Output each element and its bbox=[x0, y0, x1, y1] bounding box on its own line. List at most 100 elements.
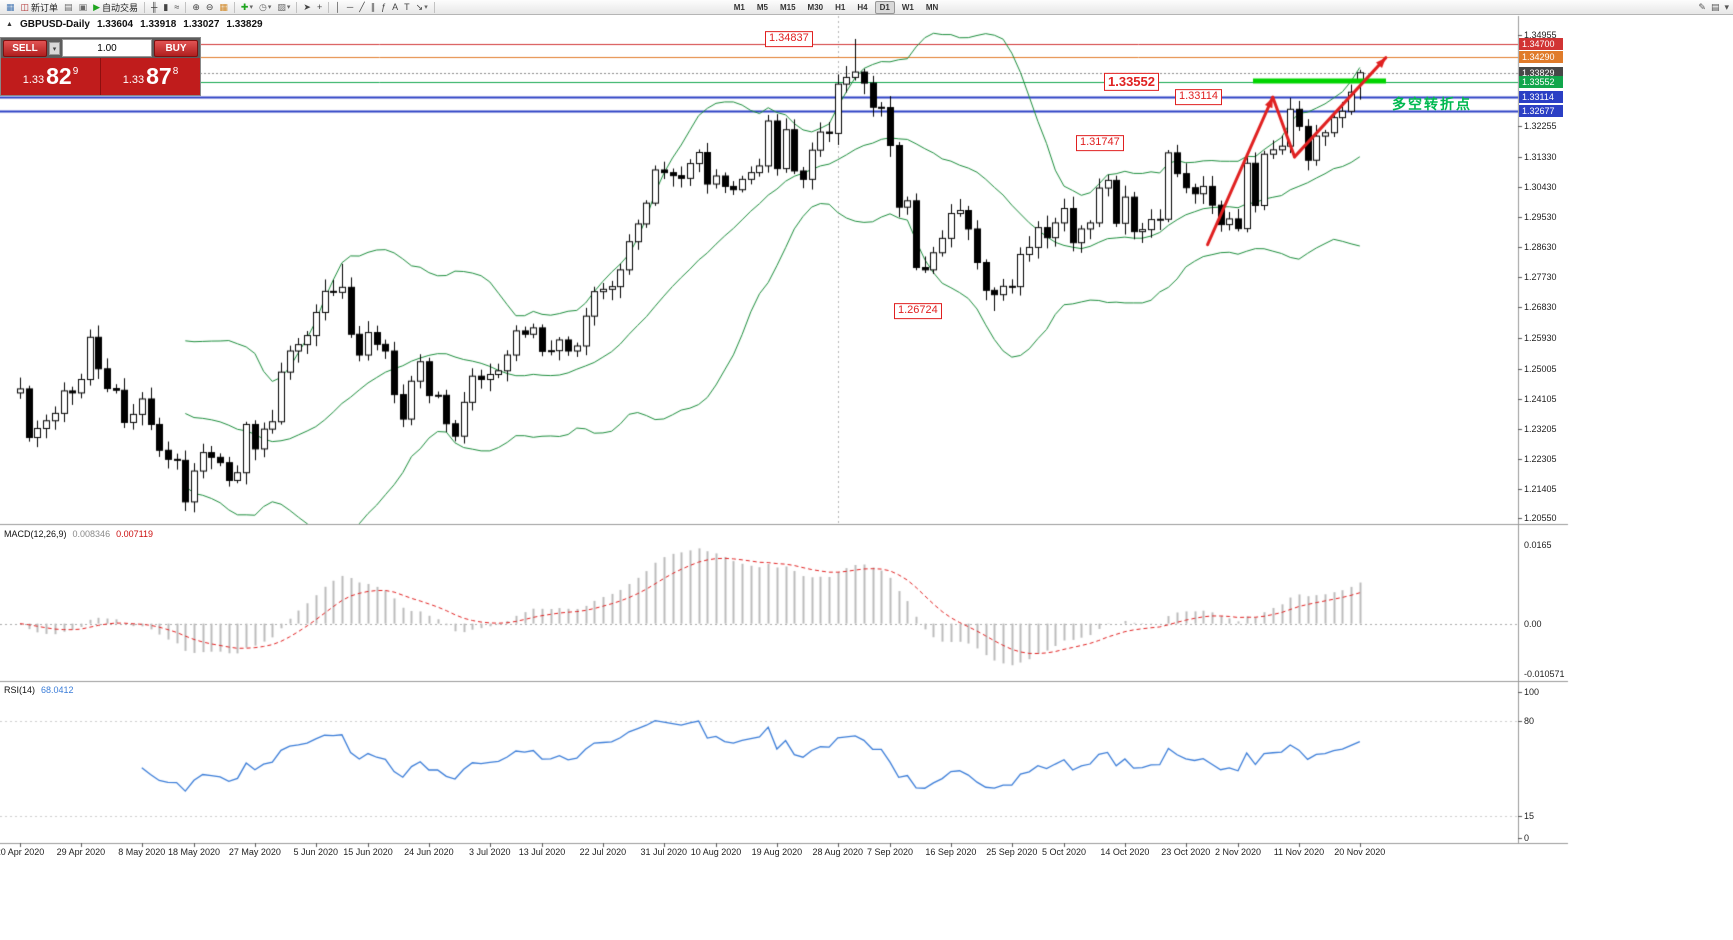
price-callout[interactable]: 1.33552 bbox=[1104, 72, 1159, 92]
new-chart-button[interactable]: ▦ bbox=[4, 1, 17, 14]
sell-button[interactable]: SELL bbox=[3, 39, 47, 57]
periods-button-dropdown[interactable]: ▾ bbox=[267, 4, 272, 11]
ohlc-open: 1.33604 bbox=[96, 19, 134, 30]
templates-button-dropdown[interactable]: ▾ bbox=[286, 4, 291, 11]
volume-input[interactable] bbox=[62, 39, 152, 57]
price-axis[interactable]: 1.34955 1.32255 1.31330 1.30430 1.29530 1.286… bbox=[1518, 0, 1578, 940]
price-axis-label: 1.21405 bbox=[1524, 484, 1557, 495]
toolbar-separator bbox=[328, 1, 330, 13]
timeframe-h1-button[interactable]: H1 bbox=[835, 2, 846, 12]
arrows-button-dropdown[interactable]: ▾ bbox=[424, 4, 428, 11]
price-axis-label: 1.32255 bbox=[1524, 120, 1557, 131]
text-button[interactable]: A bbox=[390, 1, 400, 14]
text-label-button[interactable]: T bbox=[402, 1, 412, 14]
date-axis-label: 2 Nov 2020 bbox=[1214, 847, 1262, 857]
macd-value: 0.008346 bbox=[72, 529, 111, 539]
timeframe-m15-button[interactable]: M15 bbox=[779, 2, 796, 12]
bar-chart-button[interactable]: ╫ bbox=[149, 1, 159, 14]
zoom-out-button[interactable]: ⊖ bbox=[204, 1, 216, 14]
price-axis-label: 1.24105 bbox=[1524, 393, 1557, 404]
arrows-button[interactable]: ↘ ▾ bbox=[414, 1, 430, 14]
new-order-button-label: 新订单 bbox=[31, 2, 59, 13]
sell-price-panel[interactable]: 1.33 82 9 bbox=[1, 58, 101, 95]
zoom-in-button[interactable]: ⊕ bbox=[190, 1, 202, 14]
price-axis-tag: 1.34700 bbox=[1519, 37, 1563, 50]
trendline-button[interactable]: ╱ bbox=[357, 1, 366, 14]
buy-price-panel[interactable]: 1.33 87 8 bbox=[101, 58, 200, 95]
volume-dropdown[interactable]: ▾ bbox=[49, 41, 60, 55]
timeframe-m30-button[interactable]: M30 bbox=[807, 2, 824, 12]
trade-panel-prices: 1.33 82 9 1.33 87 8 bbox=[1, 58, 200, 95]
more-icon[interactable]: ▾ bbox=[1724, 2, 1729, 12]
fibonacci-button[interactable]: ƒ bbox=[379, 1, 388, 14]
price-axis-label: 1.26830 bbox=[1524, 302, 1557, 313]
trade-panel-toggle-icon[interactable]: ▲ bbox=[6, 21, 13, 28]
periods-button[interactable]: ◷ ▾ bbox=[257, 1, 273, 14]
toolbar-spacer bbox=[438, 7, 728, 8]
price-axis-label: 1.23205 bbox=[1524, 423, 1557, 434]
fibonacci-icon: ƒ bbox=[381, 1, 387, 12]
profiles-button[interactable]: ▤ bbox=[62, 1, 75, 14]
sell-price-prefix: 1.33 bbox=[22, 74, 45, 86]
timeframe-mn-button[interactable]: MN bbox=[925, 2, 939, 12]
date-axis-label: 10 Aug 2020 bbox=[690, 847, 742, 857]
templates-button[interactable]: ▨ ▾ bbox=[275, 1, 292, 14]
price-callout[interactable]: 1.26724 bbox=[894, 303, 942, 319]
data-window-button[interactable]: ▣ bbox=[77, 1, 90, 14]
price-callout[interactable]: 1.34837 bbox=[765, 31, 813, 47]
vertical-line-button[interactable]: │ bbox=[333, 1, 343, 14]
date-axis-label: 24 Jun 2020 bbox=[404, 847, 454, 857]
window-list-icon[interactable]: ▤ bbox=[1710, 2, 1720, 12]
macd-axis-label: -0.010571 bbox=[1524, 669, 1565, 679]
date-axis-label: 7 Sep 2020 bbox=[866, 847, 914, 857]
indicators-button[interactable]: ✚ ▾ bbox=[239, 1, 255, 14]
rsi-indicator-name: RSI(14) bbox=[4, 685, 36, 695]
arrows-icon: ↘ bbox=[415, 1, 424, 12]
buy-button[interactable]: BUY bbox=[154, 39, 198, 57]
ohlc-high: 1.33918 bbox=[140, 19, 177, 30]
timeframe-m1-button[interactable]: M1 bbox=[733, 2, 745, 12]
timeframe-h4-button[interactable]: H4 bbox=[857, 2, 868, 12]
date-axis-label: 19 Aug 2020 bbox=[751, 847, 803, 857]
timeframe-m5-button[interactable]: M5 bbox=[756, 2, 768, 12]
price-callout[interactable]: 1.31747 bbox=[1076, 135, 1124, 151]
rsi-axis-label: 100 bbox=[1524, 687, 1540, 697]
cursor-button[interactable]: ➤ bbox=[301, 1, 313, 14]
time-axis[interactable]: 20 Apr 2020 29 Apr 2020 8 May 2020 18 May 2… bbox=[0, 843, 1733, 861]
price-axis-label: 1.25930 bbox=[1524, 332, 1557, 343]
horizontal-line-icon: ─ bbox=[346, 1, 354, 12]
horizontal-line-button[interactable]: ─ bbox=[345, 1, 355, 14]
periods-icon: ◷ bbox=[258, 1, 267, 12]
line-chart-button[interactable]: ≈ bbox=[172, 1, 181, 14]
new-order-button[interactable]: ◫ 新订单 bbox=[19, 1, 61, 14]
price-callout[interactable]: 1.33114 bbox=[1175, 89, 1222, 105]
vertical-line-icon: │ bbox=[335, 1, 341, 12]
turning-point-annotation[interactable]: 多空转折点 bbox=[1392, 96, 1472, 112]
timeframe-d1-button[interactable]: D1 bbox=[874, 0, 895, 14]
indicators-button-dropdown[interactable]: ▾ bbox=[249, 4, 253, 11]
date-axis-label: 14 Oct 2020 bbox=[1100, 847, 1150, 857]
timeframe-w1-button[interactable]: W1 bbox=[901, 2, 914, 12]
macd-signal-value: 0.007119 bbox=[116, 529, 153, 539]
tile-windows-icon: ▦ bbox=[219, 1, 228, 12]
autotrading-button[interactable]: ▶ 自动交易 bbox=[91, 1, 140, 14]
candlestick-chart-button[interactable]: ▮ bbox=[161, 1, 170, 14]
date-axis-label: 16 Sep 2020 bbox=[925, 847, 977, 857]
trade-panel-controls: SELL ▾ BUY bbox=[1, 38, 200, 58]
equidistant-channel-button[interactable]: ∥ bbox=[369, 1, 378, 14]
date-axis-label: 18 May 2020 bbox=[167, 847, 221, 857]
indicators-icon: ✚ bbox=[240, 1, 249, 12]
tile-windows-button[interactable]: ▦ bbox=[217, 1, 230, 14]
rsi-axis-label: 15 bbox=[1524, 811, 1535, 822]
text-label-icon: T bbox=[404, 1, 410, 12]
date-axis-label: 5 Jun 2020 bbox=[293, 847, 339, 857]
price-axis-label: 1.29530 bbox=[1524, 211, 1557, 222]
toolbar-separator bbox=[433, 1, 435, 13]
toolbar-separator bbox=[144, 1, 146, 13]
sell-price-sup: 9 bbox=[72, 65, 79, 77]
toolbar-right-icons: ✎ ▤ ▾ bbox=[1698, 1, 1729, 14]
crosshair-button[interactable]: + bbox=[315, 1, 324, 14]
main-toolbar: ▦ ◫ 新订单 ▤ ▣ ▶ 自动交易 ╫ ▮ ≈ ⊕ ⊖ ▦ ✚ ▾ ◷ ▾ ▨ ▾ ➤ + │ ─ ╱ ∥ ƒ A T ↘ ▾ M1 M5 M… bbox=[0, 0, 1733, 15]
edit-chart-icon[interactable]: ✎ bbox=[1698, 2, 1706, 12]
